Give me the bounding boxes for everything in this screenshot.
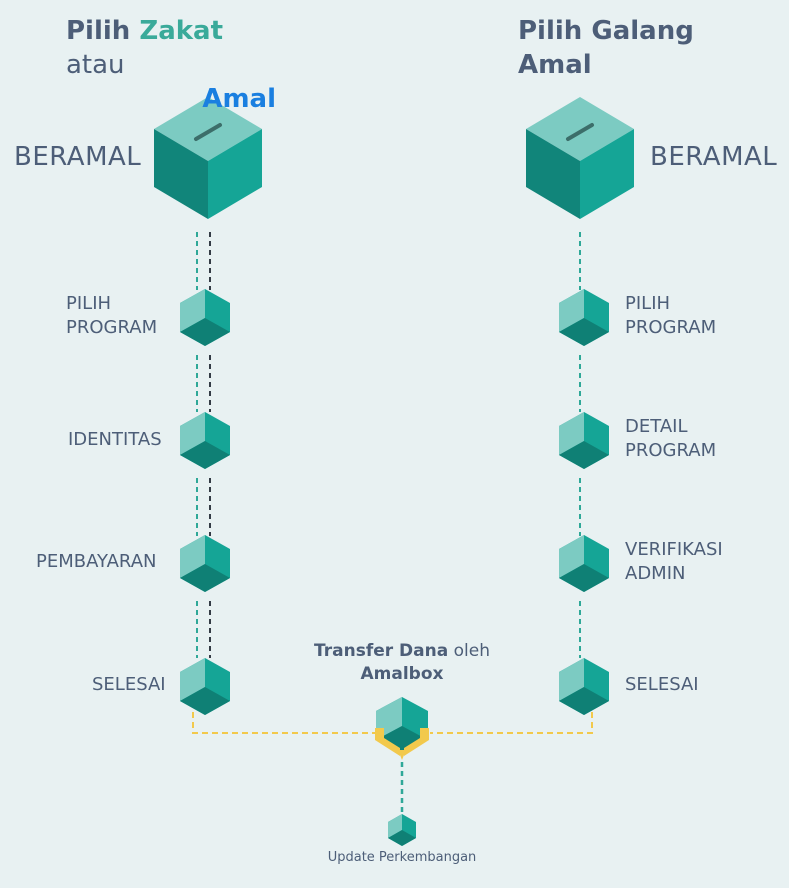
right-step-cube-icon <box>559 289 609 346</box>
left-connector-lines <box>196 232 211 658</box>
left-donation-box-icon <box>154 97 262 219</box>
right-step-pilih-program: PILIH PROGRAM <box>625 293 717 338</box>
right-step-cube-icon <box>559 658 609 715</box>
transfer-label-normal: oleh <box>448 641 490 661</box>
right-step-cube-icon <box>559 535 609 592</box>
right-title: Pilih Galang Amal <box>518 14 694 82</box>
right-step-verifikasi-admin: VERIFIKASI ADMIN <box>625 539 723 584</box>
transfer-label-amalbox: Amalbox <box>360 664 444 684</box>
right-step-selesai: SELESAI <box>625 674 699 695</box>
left-step-selesai: SELESAI <box>92 674 166 695</box>
left-step-cube-icon <box>180 658 230 715</box>
transfer-label-bold: Transfer Dana <box>314 641 449 661</box>
left-step-pembayaran: PEMBAYARAN <box>36 551 157 572</box>
left-title-prefix: Pilih <box>66 16 140 46</box>
transfer-hands-cube-icon <box>375 697 429 760</box>
right-donation-box-icon <box>526 97 634 219</box>
right-title-line1: Pilih Galang <box>518 16 694 46</box>
left-step-cube-icon <box>180 289 230 346</box>
left-step-identitas: IDENTITAS <box>68 429 162 450</box>
right-title-line2: Amal <box>518 50 592 80</box>
left-step-cube-icon <box>180 535 230 592</box>
right-step-detail-program: DETAIL PROGRAM <box>625 416 717 461</box>
left-title-mid: atau <box>66 50 125 80</box>
left-beramal-label: BERAMAL <box>14 142 142 172</box>
left-title: Pilih Zakat atau Amal <box>66 14 276 116</box>
left-step-cube-icon <box>180 412 230 469</box>
transfer-label: Transfer Dana oleh Amalbox <box>292 640 512 686</box>
left-step-pilih-program: PILIH PROGRAM <box>66 293 158 338</box>
left-title-amal: Amal <box>202 84 276 114</box>
right-step-cube-icon <box>559 412 609 469</box>
right-beramal-label: BERAMAL <box>650 142 778 172</box>
left-title-zakat: Zakat <box>139 16 224 46</box>
transfer-connector-lines <box>192 712 593 734</box>
update-cube-icon <box>388 814 416 846</box>
update-label: Update Perkembangan <box>327 850 477 865</box>
